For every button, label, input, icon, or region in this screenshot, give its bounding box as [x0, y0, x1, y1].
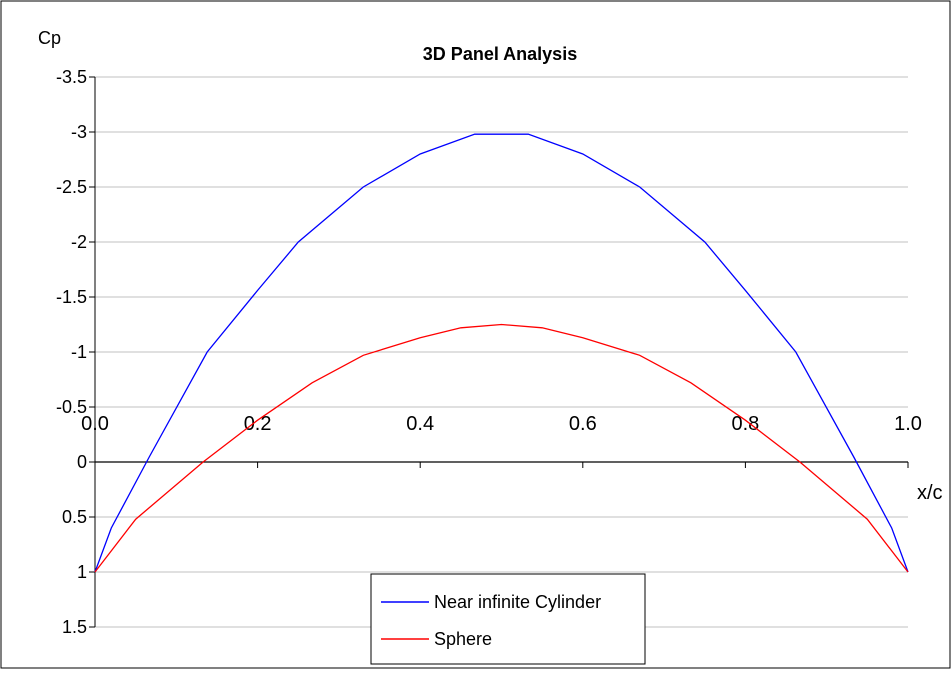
legend: Near infinite Cylinder Sphere	[370, 573, 646, 665]
x-axis-label: x/c	[917, 482, 943, 504]
y-tick-label: -2	[71, 232, 87, 252]
grid-layer	[95, 76, 908, 628]
y-tick-label: -1	[71, 342, 87, 362]
series-line-cylinder	[94, 133, 909, 573]
y-tick-label: -0.5	[56, 397, 87, 417]
y-tick-label: 0.5	[62, 507, 87, 527]
axis-layer: -3.5 -3 -2.5 -2 -1.5 -1 -0.5 0 0.5 1 1.5 0.0 0.2 0.4 0…	[56, 67, 922, 637]
y-tick-label: 0	[77, 452, 87, 472]
legend-box	[370, 573, 646, 665]
y-tick-label: 1	[77, 562, 87, 582]
legend-label: Sphere	[434, 629, 492, 649]
y-axis-label: Cp	[38, 28, 61, 48]
x-tick-label: 0.4	[406, 413, 434, 435]
y-tick-label: -3.5	[56, 67, 87, 87]
y-tick-label: -3	[71, 122, 87, 142]
x-tick-label: 0.0	[81, 413, 109, 435]
series-line-sphere	[94, 323, 909, 573]
x-tick-label: 0.6	[569, 413, 597, 435]
x-tick-label: 1.0	[894, 413, 922, 435]
x-tick-label: 0.2	[244, 413, 272, 435]
y-tick-label: 1.5	[62, 617, 87, 637]
x-tick-label: 0.8	[731, 413, 759, 435]
series-layer	[94, 133, 909, 573]
y-tick-label: -2.5	[56, 177, 87, 197]
chart-title: 3D Panel Analysis	[423, 44, 577, 64]
y-tick-label: -1.5	[56, 287, 87, 307]
legend-label: Near infinite Cylinder	[434, 592, 601, 612]
